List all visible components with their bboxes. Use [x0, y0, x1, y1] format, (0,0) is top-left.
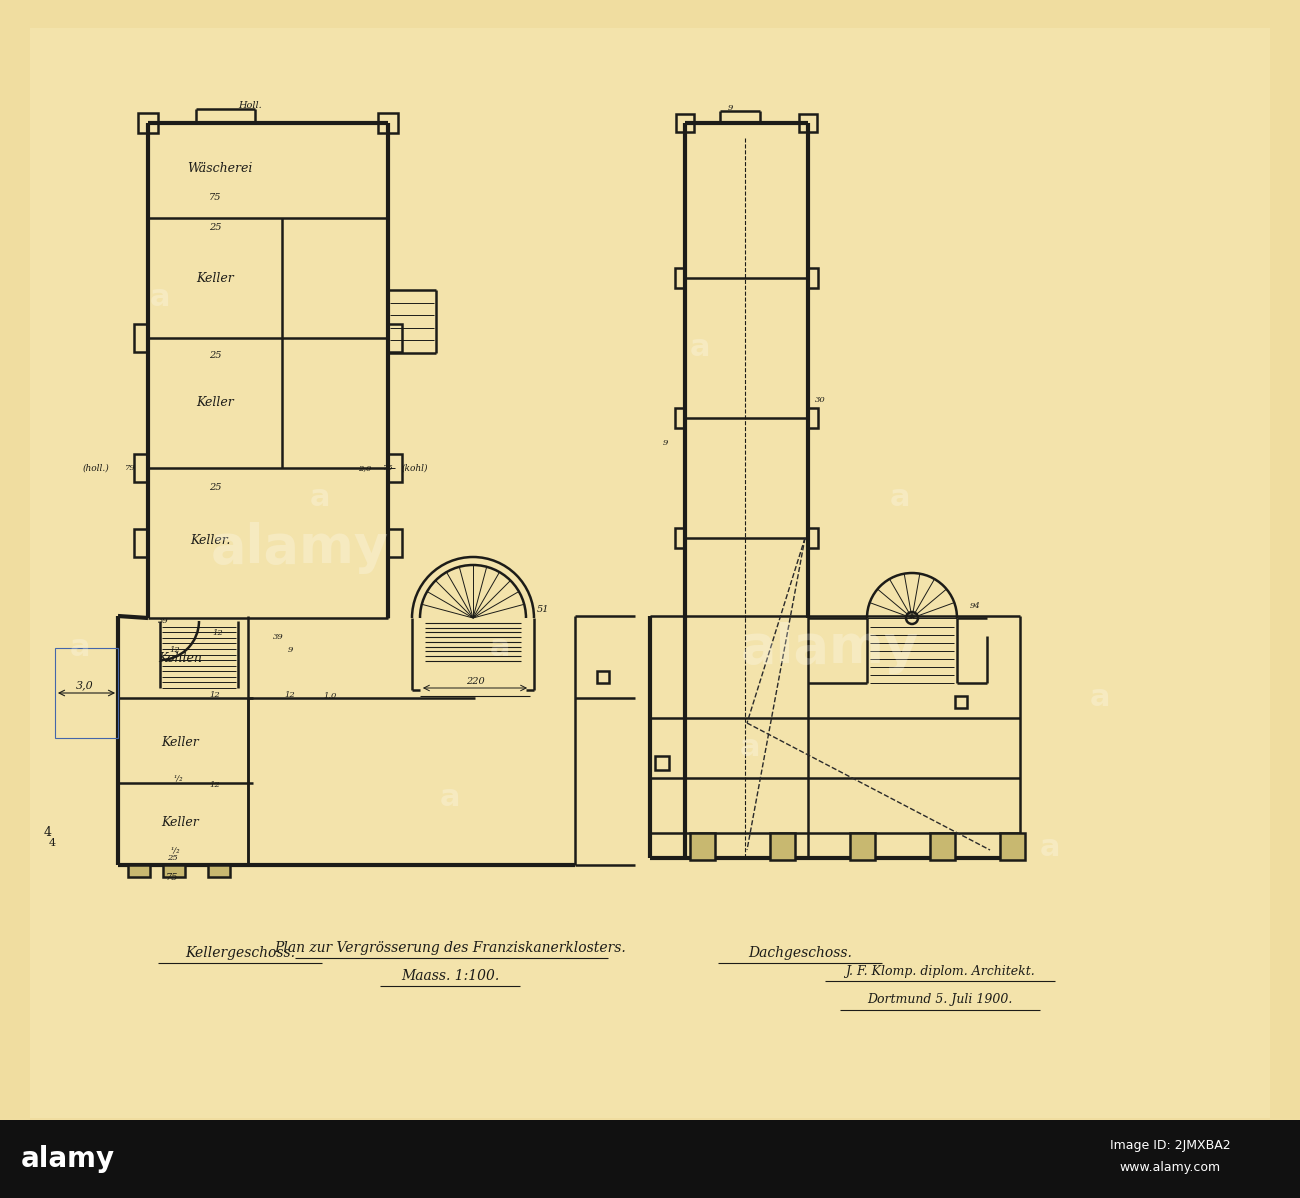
Bar	[675, 528, 685, 547]
Text: 9: 9	[287, 646, 292, 654]
Text: Keller: Keller	[196, 397, 234, 410]
Bar	[378, 113, 398, 133]
Text: 12: 12	[285, 691, 295, 698]
Text: 220: 220	[465, 678, 485, 686]
Bar	[127, 865, 150, 877]
Text: Wäscherei: Wäscherei	[187, 162, 252, 175]
Text: a: a	[70, 634, 90, 662]
Bar	[956, 696, 967, 708]
Text: alamy: alamy	[21, 1145, 116, 1173]
Text: ¹∕₂: ¹∕₂	[173, 774, 183, 782]
Bar	[675, 409, 685, 428]
Bar	[930, 833, 956, 860]
Text: 4: 4	[48, 837, 56, 848]
Text: 12: 12	[209, 691, 221, 698]
Text: 12: 12	[209, 781, 221, 789]
Text: Dachgeschoss.: Dachgeschoss.	[747, 946, 852, 960]
Text: Image ID: 2JMXBA2: Image ID: 2JMXBA2	[1110, 1139, 1230, 1152]
Text: a: a	[740, 733, 760, 762]
Text: 2,0: 2,0	[359, 464, 372, 472]
Bar	[55, 648, 118, 738]
Text: 12: 12	[169, 646, 181, 654]
Bar	[655, 756, 670, 770]
Text: 79: 79	[125, 464, 135, 472]
Bar	[1000, 833, 1024, 860]
Bar	[676, 114, 694, 132]
Text: 25: 25	[166, 854, 177, 863]
Text: Keller: Keller	[161, 817, 199, 829]
Bar	[134, 530, 148, 557]
Text: 30: 30	[815, 397, 826, 404]
Text: Keller: Keller	[161, 736, 199, 749]
Text: 1,0: 1,0	[324, 691, 337, 698]
Text: 75: 75	[209, 194, 221, 202]
Text: 75: 75	[166, 873, 178, 883]
Text: 51: 51	[537, 605, 549, 615]
Bar	[809, 268, 818, 288]
Text: a: a	[1040, 834, 1061, 863]
Text: ¹∕₂: ¹∕₂	[170, 846, 179, 854]
Text: a: a	[490, 634, 510, 662]
Text: J. F. Klomp. diplom. Architekt.: J. F. Klomp. diplom. Architekt.	[845, 964, 1035, 978]
Text: Maass. 1:100.: Maass. 1:100.	[400, 969, 499, 984]
Bar	[800, 114, 816, 132]
Bar	[387, 454, 402, 482]
Text: Plan zur Vergrösserung des Franziskanerklosters.: Plan zur Vergrösserung des Franziskanerk…	[274, 940, 625, 955]
Text: a: a	[1089, 684, 1110, 713]
Bar	[597, 671, 608, 683]
Text: Kellergeschoss.: Kellergeschoss.	[185, 946, 295, 960]
Bar	[809, 409, 818, 428]
Text: 12: 12	[213, 629, 224, 637]
Text: 25: 25	[209, 351, 221, 361]
Text: a: a	[150, 284, 170, 313]
Text: Keller: Keller	[196, 272, 234, 284]
Bar	[809, 528, 818, 547]
Text: 9: 9	[662, 438, 668, 447]
Bar	[138, 113, 159, 133]
Bar	[134, 454, 148, 482]
Text: a: a	[309, 484, 330, 513]
Text: 75: 75	[382, 464, 394, 472]
Text: 9: 9	[727, 104, 733, 111]
Text: (holl.): (holl.)	[83, 464, 109, 472]
Bar	[675, 268, 685, 288]
Bar	[162, 865, 185, 877]
Text: 39: 39	[273, 633, 283, 641]
Text: 4: 4	[44, 827, 52, 840]
Bar	[0, 1120, 1300, 1198]
Text: a: a	[439, 783, 460, 812]
Bar	[208, 865, 230, 877]
Text: alamy: alamy	[741, 622, 919, 674]
Bar	[690, 833, 715, 860]
Text: a: a	[889, 484, 910, 513]
Bar	[770, 833, 796, 860]
Text: 39: 39	[157, 617, 169, 625]
Text: 3,0: 3,0	[77, 680, 94, 690]
Text: alamy: alamy	[211, 522, 389, 574]
Bar	[134, 323, 148, 352]
Bar	[387, 530, 402, 557]
Text: www.alamy.com: www.alamy.com	[1119, 1162, 1221, 1174]
Text: (kohl): (kohl)	[402, 464, 428, 472]
Text: Holl.: Holl.	[238, 101, 261, 109]
Bar	[387, 323, 402, 352]
Text: Dortmund 5. Juli 1900.: Dortmund 5. Juli 1900.	[867, 993, 1013, 1006]
Text: a: a	[690, 333, 710, 363]
Text: Kohlen: Kohlen	[159, 652, 202, 665]
Text: 94: 94	[970, 603, 980, 610]
Bar	[850, 833, 875, 860]
Text: Keller.: Keller.	[190, 534, 230, 547]
Text: 25: 25	[209, 484, 221, 492]
Text: 25: 25	[209, 224, 221, 232]
